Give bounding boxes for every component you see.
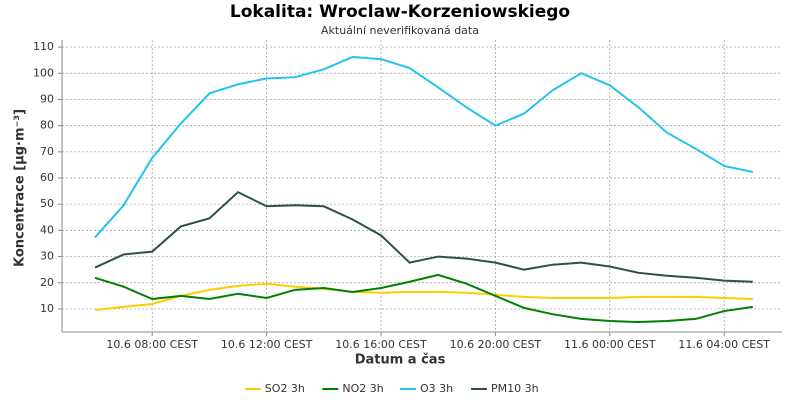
y-tick-label: 20 [40, 276, 54, 289]
x-tick-label: 11.6 00:00 CEST [564, 338, 656, 351]
series-line [94, 190, 753, 283]
x-tick-label: 10.6 08:00 CEST [106, 338, 198, 351]
series-line [94, 273, 753, 324]
legend-label: SO2 3h [265, 382, 305, 395]
y-tick-label: 30 [40, 250, 54, 263]
legend-label: NO2 3h [342, 382, 383, 395]
y-tick-label: 10 [40, 302, 54, 315]
chart-title: Lokalita: Wroclaw-Korzeniowskiego [230, 2, 570, 22]
y-tick-label: 40 [40, 223, 54, 236]
series-line [94, 282, 753, 311]
legend-label: PM10 3h [491, 382, 539, 395]
legend-label: O3 3h [420, 382, 453, 395]
y-tick-label: 70 [40, 145, 54, 158]
y-tick-label: 90 [40, 92, 54, 105]
x-axis-label: Datum a čas [355, 353, 446, 368]
x-tick-label: 10.6 20:00 CEST [450, 338, 542, 351]
chart-subtitle: Aktuální neverifikovaná data [321, 24, 479, 37]
x-tick-label: 11.6 04:00 CEST [678, 338, 770, 351]
x-tick-label: 10.6 12:00 CEST [221, 338, 313, 351]
y-tick-label: 60 [40, 171, 54, 184]
y-axis-label: Koncentrace [µg·m⁻³] [13, 109, 28, 267]
y-tick-label: 110 [33, 40, 54, 53]
y-tick-label: 100 [33, 66, 54, 79]
x-tick-label: 10.6 16:00 CEST [335, 338, 427, 351]
series-line [94, 56, 754, 239]
y-tick-label: 80 [40, 119, 54, 132]
y-tick-label: 50 [40, 197, 54, 210]
